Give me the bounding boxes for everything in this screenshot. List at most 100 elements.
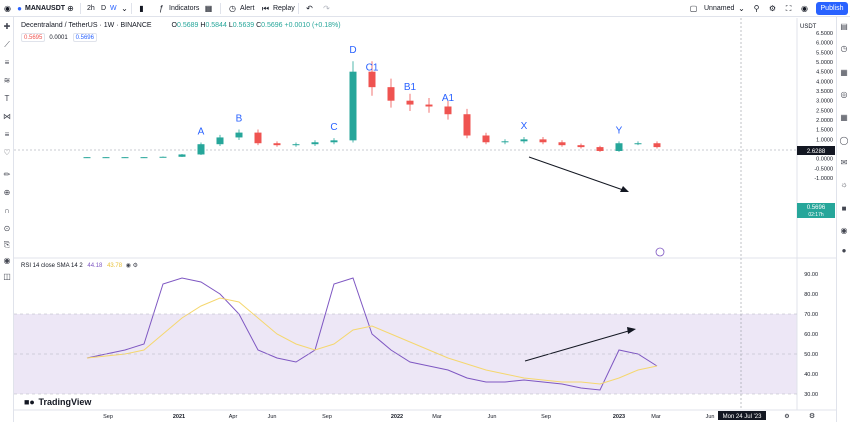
alert-clock-icon[interactable]: ◷ — [229, 4, 236, 13]
bid-price[interactable]: 0.5695 — [21, 33, 46, 42]
magnet-icon[interactable]: ∩ — [4, 206, 10, 215]
price-tick: 5.5000 — [816, 50, 833, 56]
text-icon[interactable]: T — [4, 94, 10, 103]
candle — [539, 139, 547, 143]
menu-logo-icon[interactable]: ◉ — [4, 4, 11, 13]
search-icon[interactable]: ⚲ — [753, 4, 760, 13]
chevron-down-icon[interactable]: ⌄ — [121, 4, 128, 13]
broadcast-icon[interactable]: ◉ — [840, 226, 848, 235]
pattern-icon[interactable]: ⋈ — [3, 112, 11, 121]
crosshair-price-label — [797, 146, 835, 155]
main-legend: Decentraland / TetherUS · 1W · BINANCE O… — [21, 21, 341, 30]
right-sidebar: ▤ ◷ ▦ ◎ ▦ ◯ ✉ ☼ ■ ◉ ● — [836, 17, 850, 422]
ideas-icon[interactable]: ◯ — [839, 136, 849, 145]
ruler-icon[interactable]: ✏ — [3, 170, 11, 179]
compare-plus-icon[interactable]: ⊕ — [67, 4, 74, 13]
fullscreen-icon[interactable]: ⛶ — [785, 4, 792, 13]
price-tick: 3.5000 — [816, 89, 833, 95]
hotlist-icon[interactable]: ◎ — [840, 90, 848, 99]
replay-icon[interactable]: ⏮ — [261, 4, 270, 13]
publish-button[interactable]: Publish — [816, 2, 848, 15]
drawing-toolbar: ✚ ⟋ ≡ ≋ T ⋈ ≡ ♡ ✏ ⊕ ∩ ⊙ ⎘ ◉ ◫ — [0, 17, 14, 422]
candle — [83, 157, 91, 159]
settings-icon[interactable]: ⚙ — [809, 412, 815, 420]
candle — [368, 71, 376, 88]
interval-day[interactable]: D — [101, 5, 107, 12]
indicators-button[interactable]: Indicators — [169, 5, 200, 12]
gear-icon[interactable]: ⚙ — [768, 4, 777, 13]
trash-icon[interactable]: ◫ — [3, 272, 11, 281]
price-tick: 1.5000 — [816, 128, 833, 134]
zoom-in-icon[interactable]: ⊕ — [3, 188, 11, 197]
indicators-icon[interactable]: ƒ — [159, 4, 164, 13]
candles-style-icon[interactable]: ▮ — [139, 4, 144, 13]
time-tick: Mar — [651, 414, 661, 420]
candle — [387, 87, 395, 101]
wave-label: X — [521, 121, 528, 132]
legend-low-label: L — [228, 22, 233, 29]
wave-label: B — [236, 113, 243, 124]
layout-name[interactable]: Unnamed — [704, 5, 735, 12]
gear-icon[interactable]: ⚙ — [132, 263, 139, 269]
notifications-icon[interactable]: ■ — [841, 204, 847, 213]
candle — [216, 137, 224, 145]
lock-drawings-icon[interactable]: ⊙ — [3, 224, 11, 233]
help-icon[interactable]: ● — [841, 246, 847, 255]
eye-icon[interactable]: ◉ — [125, 263, 131, 269]
downtrend-arrow — [528, 156, 627, 192]
replay-button[interactable]: Replay — [273, 5, 295, 12]
candle — [178, 154, 186, 157]
time-tick: 2022 — [391, 414, 403, 420]
legend-close: 0.5696 — [261, 22, 283, 29]
crosshair-date-label — [718, 411, 766, 420]
candle — [653, 143, 661, 148]
interval-2h[interactable]: 2h — [87, 5, 95, 12]
symbol-icon: ● — [17, 4, 22, 13]
ask-price[interactable]: 0.5696 — [72, 33, 97, 42]
rsi-title[interactable]: RSI 14 close SMA 14 2 — [21, 263, 83, 269]
event-marker-icon[interactable] — [655, 247, 665, 257]
data-window-icon[interactable]: ▦ — [840, 68, 848, 77]
candle — [140, 157, 148, 159]
legend-title[interactable]: Decentraland / TetherUS · 1W · BINANCE — [21, 22, 152, 29]
rsi-tick: 40.00 — [804, 372, 818, 378]
streams-icon[interactable]: ☼ — [840, 180, 848, 189]
watchlist-icon[interactable]: ▤ — [840, 22, 848, 31]
price-tick: 2.0000 — [816, 118, 833, 124]
candle — [159, 156, 167, 158]
candle — [425, 104, 433, 107]
candle — [596, 147, 604, 151]
alert-button[interactable]: Alert — [240, 5, 255, 12]
legend-change: +0.0010 (+0.18%) — [284, 22, 341, 29]
interval-week[interactable]: W — [110, 5, 117, 12]
horizontal-lines-icon[interactable]: ≡ — [4, 58, 10, 67]
currency-label[interactable]: USDT — [800, 24, 817, 30]
symbol-search[interactable]: MANAUSDT — [25, 5, 66, 12]
pitchfork-icon[interactable]: ≋ — [3, 76, 11, 85]
rsi-legend: RSI 14 close SMA 14 2 44.18 43.78 ◉ ⚙ — [21, 262, 138, 271]
layout-icon[interactable]: ▢ — [689, 4, 698, 13]
calendar-icon[interactable]: ▦ — [840, 113, 848, 122]
chat-icon[interactable]: ✉ — [840, 158, 848, 167]
redo-icon[interactable]: ↷ — [323, 4, 330, 13]
separator — [298, 3, 299, 14]
time-tick: Jun — [488, 414, 497, 420]
alerts-clock-icon[interactable]: ◷ — [840, 44, 848, 53]
undo-icon[interactable]: ↶ — [306, 4, 313, 13]
downtrend-arrowhead — [620, 186, 629, 192]
crosshair-icon[interactable]: ✚ — [3, 22, 11, 31]
lock-icon[interactable]: ⎘ — [3, 240, 11, 249]
templates-icon[interactable]: ▦ — [204, 4, 213, 13]
prediction-icon[interactable]: ≡ — [4, 130, 10, 139]
eye-icon[interactable]: ◉ — [3, 256, 11, 265]
candle — [235, 132, 243, 138]
time-tick: Mar — [432, 414, 442, 420]
legend-high: 0.5844 — [205, 22, 227, 29]
trend-line-icon[interactable]: ⟋ — [4, 40, 10, 49]
camera-icon[interactable]: ◉ — [801, 4, 808, 13]
tradingview-logo: ■● TradingView — [24, 397, 91, 407]
chevron-down-icon[interactable]: ⌄ — [738, 4, 745, 13]
heart-icon[interactable]: ♡ — [3, 148, 11, 157]
time-zone-icon[interactable]: ⚙ — [784, 413, 789, 420]
